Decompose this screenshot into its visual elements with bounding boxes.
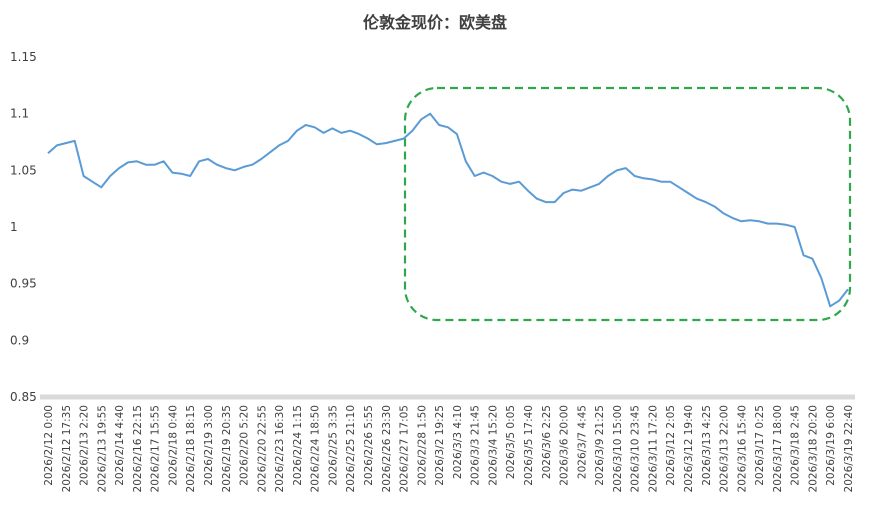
x-tick-label: 2026/2/13 19:55	[96, 405, 108, 492]
x-tick-label: 2026/2/17 15:55	[150, 405, 162, 492]
x-tick-label: 2026/3/4 15:20	[487, 405, 499, 486]
x-tick-label: 2026/3/12 19:40	[683, 405, 695, 492]
x-tick-label: 2026/3/5 17:40	[523, 405, 535, 486]
y-tick-label: 1	[10, 220, 18, 234]
y-tick-label: 1.05	[10, 163, 37, 177]
x-tick-label: 2026/3/16 15:40	[736, 405, 748, 492]
x-tick-label: 2026/2/19 3:00	[203, 405, 215, 486]
x-tick-label: 2026/2/24 18:50	[310, 405, 322, 492]
highlight-box	[403, 86, 852, 322]
x-tick-label: 2026/2/18 18:15	[185, 405, 197, 492]
x-tick-label: 2026/3/7 4:45	[576, 405, 588, 479]
x-tick-label: 2026/3/9 21:25	[594, 405, 606, 486]
x-tick-label: 2026/3/13 4:25	[701, 405, 713, 486]
x-tick-label: 2026/2/27 17:05	[399, 405, 411, 492]
x-tick-label: 2026/3/5 0:05	[505, 405, 517, 479]
x-tick-label: 2026/2/26 5:55	[363, 405, 375, 486]
x-tick-label: 2026/3/6 20:00	[559, 405, 571, 486]
x-tick-label: 2026/3/3 21:45	[470, 405, 482, 486]
x-tick-label: 2026/3/17 18:00	[772, 405, 784, 492]
x-tick-label: 2026/2/19 20:35	[221, 405, 233, 492]
x-tick-label: 2026/3/2 19:25	[434, 405, 446, 486]
y-tick-label: 1.1	[10, 107, 29, 121]
x-tick-label: 2026/2/26 23:30	[381, 405, 393, 492]
x-tick-label: 2026/2/16 22:15	[132, 405, 144, 492]
chart-title: 伦敦金现价：欧美盘	[363, 13, 507, 32]
price-line	[47, 112, 849, 308]
x-tick-label: 2026/2/25 21:10	[345, 405, 357, 492]
y-tick-label: 0.9	[10, 333, 29, 347]
x-tick-label: 2026/2/12 17:35	[61, 405, 73, 492]
x-tick-label: 2026/3/17 0:25	[754, 405, 766, 486]
y-tick-label: 0.85	[10, 390, 37, 404]
x-tick-label: 2026/3/19 6:00	[825, 405, 837, 486]
x-tick-label: 2026/2/14 4:40	[114, 405, 126, 486]
x-tick-label: 2026/2/23 16:30	[274, 405, 286, 492]
x-tick-label: 2026/3/10 15:00	[612, 405, 624, 492]
x-tick-label: 2026/3/18 2:45	[790, 405, 802, 486]
x-tick-label: 2026/2/24 1:15	[292, 405, 304, 486]
x-tick-label: 2026/2/25 3:35	[327, 405, 339, 486]
x-tick-label: 2026/3/10 23:45	[630, 405, 642, 492]
x-tick-label: 2026/3/12 2:05	[665, 405, 677, 486]
x-tick-label: 2026/3/19 22:40	[843, 405, 855, 492]
x-tick-label: 2026/2/18 0:40	[167, 405, 179, 486]
x-tick-label: 2026/3/6 2:25	[541, 405, 553, 479]
x-tick-label: 2026/3/11 17:20	[647, 405, 659, 492]
x-tick-label: 2026/2/28 1:50	[416, 405, 428, 486]
x-tick-label: 2026/3/3 4:10	[452, 405, 464, 479]
x-tick-label: 2026/2/20 22:55	[256, 405, 268, 492]
y-tick-label: 1.15	[10, 50, 37, 64]
x-tick-label: 2026/2/20 5:20	[239, 405, 251, 486]
x-tick-label: 2026/3/18 20:20	[807, 405, 819, 492]
x-tick-label: 2026/2/13 2:20	[79, 405, 91, 486]
y-tick-label: 0.95	[10, 277, 37, 291]
x-tick-label: 2026/2/12 0:00	[43, 405, 55, 486]
x-tick-label: 2026/3/13 22:00	[719, 405, 731, 492]
